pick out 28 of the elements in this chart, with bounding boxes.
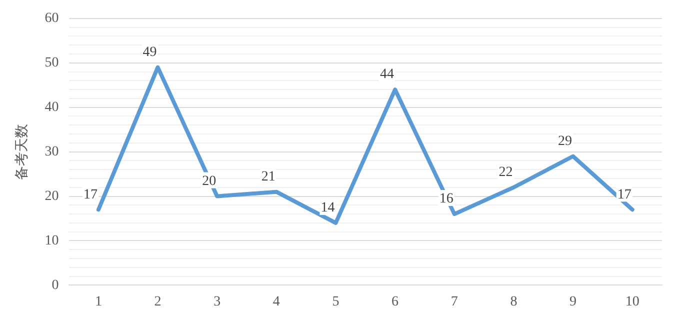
x-tick-label: 5	[332, 294, 340, 310]
x-tick-label: 9	[570, 294, 577, 310]
y-axis-title: 备考天数	[14, 124, 30, 180]
x-tick-label: 2	[154, 294, 162, 310]
y-tick-label: 10	[44, 233, 59, 248]
x-tick-label: 4	[272, 294, 280, 310]
data-label: 44	[380, 67, 394, 82]
data-label: 49	[142, 44, 157, 60]
x-tick-label: 3	[214, 294, 221, 310]
y-tick-label: 50	[44, 56, 59, 71]
y-tick-label: 40	[44, 100, 59, 116]
y-tick-label: 60	[44, 11, 59, 26]
x-tick-label: 8	[510, 294, 518, 310]
data-label: 14	[320, 200, 335, 216]
x-tick-label: 10	[625, 294, 640, 310]
x-tick-label: 1	[94, 294, 102, 310]
data-label: 29	[558, 134, 572, 149]
data-label: 16	[439, 192, 454, 207]
data-label: 22	[498, 165, 513, 180]
x-tick-label: 6	[392, 294, 399, 310]
y-tick-label: 0	[52, 278, 59, 293]
y-tick-label: 30	[44, 144, 59, 160]
data-label: 21	[261, 169, 276, 184]
x-tick-label: 7	[450, 294, 458, 310]
data-label: 17	[83, 187, 98, 202]
y-tick-label: 20	[44, 188, 59, 204]
data-label: 17	[617, 187, 632, 202]
data-label: 20	[202, 174, 216, 189]
